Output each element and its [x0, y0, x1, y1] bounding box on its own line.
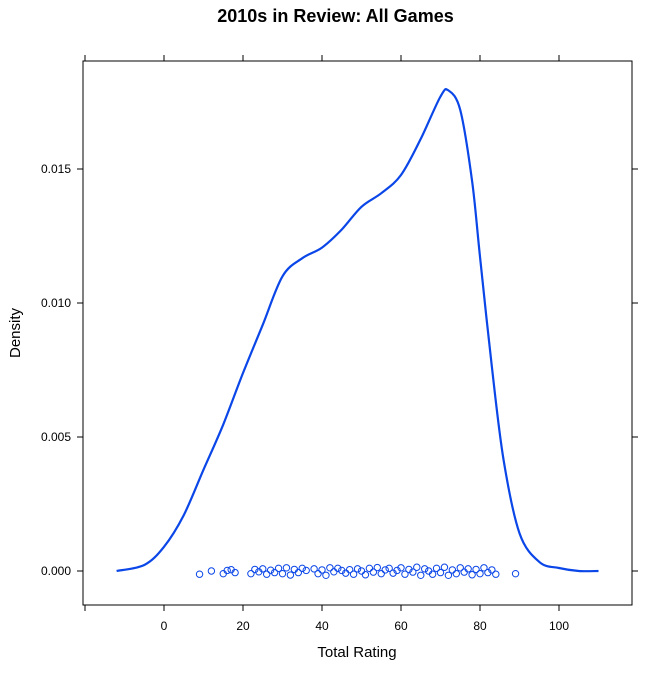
- rug-point: [318, 566, 326, 574]
- rug-point: [432, 564, 441, 573]
- rug-point: [274, 564, 283, 573]
- x-tick-label: 40: [315, 619, 329, 633]
- rug-point: [251, 565, 259, 574]
- rug-point: [322, 571, 330, 579]
- rug-point: [456, 564, 464, 572]
- chart-title: 2010s in Review: All Games: [217, 6, 453, 26]
- rug-point: [314, 569, 322, 578]
- rug-point: [476, 569, 484, 578]
- rug-point: [310, 565, 318, 573]
- y-tick-label: 0.010: [41, 296, 71, 310]
- rug-point: [472, 565, 480, 574]
- rug-point: [294, 568, 302, 577]
- y-tick-label: 0.005: [41, 430, 71, 444]
- rug-point: [511, 569, 520, 578]
- rug-point: [409, 568, 417, 576]
- rug-point: [286, 571, 295, 579]
- x-tick-label: 20: [236, 619, 250, 633]
- rug-point: [330, 568, 338, 576]
- rug-point: [373, 563, 381, 572]
- rug-point: [207, 567, 216, 575]
- x-tick-label: 0: [161, 619, 168, 633]
- rug-point: [263, 570, 271, 578]
- rug-point: [259, 565, 267, 573]
- rug-point: [401, 570, 409, 578]
- rug-point: [266, 566, 275, 574]
- rug-point: [468, 571, 476, 579]
- rug-points: [195, 563, 520, 579]
- y-axis-label: Density: [7, 307, 24, 358]
- rug-point: [270, 568, 279, 577]
- rug-point: [385, 564, 393, 573]
- rug-point: [448, 566, 457, 574]
- rug-point: [278, 569, 287, 578]
- rug-point: [361, 571, 370, 579]
- rug-point: [247, 569, 255, 578]
- rug-point: [365, 564, 374, 573]
- rug-point: [417, 571, 425, 579]
- rug-point: [436, 568, 445, 577]
- rug-point: [377, 569, 385, 578]
- rug-point: [349, 570, 358, 578]
- density-curve: [116, 88, 599, 573]
- rug-point: [231, 568, 239, 577]
- x-tick-label: 100: [549, 619, 569, 633]
- rug-point: [353, 565, 362, 573]
- rug-point: [357, 567, 366, 575]
- rug-point: [381, 566, 389, 574]
- rug-point: [452, 569, 460, 578]
- x-tick-label: 80: [473, 619, 487, 633]
- y-tick-label: 0.015: [41, 162, 71, 176]
- rug-point: [298, 564, 306, 573]
- rug-point: [421, 565, 429, 573]
- rug-point: [282, 564, 291, 572]
- rug-point: [488, 566, 496, 574]
- rug-point: [223, 566, 231, 575]
- rug-point: [428, 570, 437, 578]
- rug-point: [492, 570, 500, 578]
- x-axis-label: Total Rating: [317, 644, 396, 661]
- rug-point: [397, 564, 405, 572]
- rug-point: [369, 568, 378, 576]
- rug-point: [302, 566, 310, 575]
- axes-layer: 0 20 40 60 80 100 0.000 0.005 0.010 0.015: [41, 55, 638, 633]
- rug-point: [444, 571, 453, 579]
- rug-point: [413, 563, 421, 571]
- x-tick-label: 60: [394, 619, 408, 633]
- rug-point: [440, 563, 449, 571]
- rug-point: [334, 564, 342, 573]
- rug-point: [195, 570, 204, 578]
- rug-point: [326, 564, 334, 572]
- rug-point: [480, 564, 488, 572]
- rug-point: [464, 565, 472, 573]
- y-tick-label: 0.000: [41, 564, 71, 578]
- rug-point: [345, 565, 354, 574]
- plot-frame: [82, 60, 633, 606]
